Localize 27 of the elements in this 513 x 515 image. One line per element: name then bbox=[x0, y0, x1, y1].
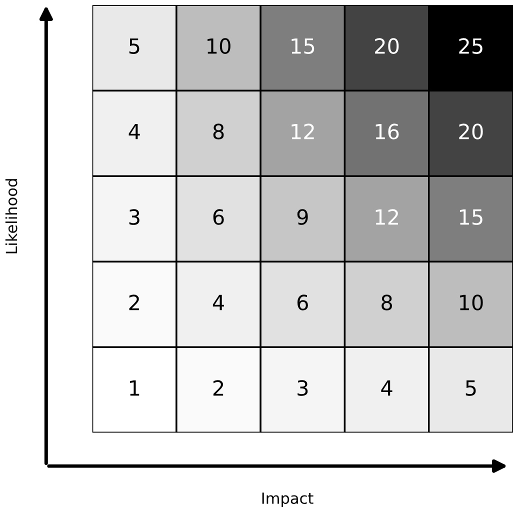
data-label: 5 bbox=[129, 38, 140, 54]
y-axis-title: Likelihood bbox=[5, 179, 18, 254]
data-label: 16 bbox=[376, 124, 399, 140]
data-label: 10 bbox=[460, 294, 483, 310]
data-label: 10 bbox=[208, 38, 230, 54]
data-label: 15 bbox=[460, 209, 482, 225]
data-label: 3 bbox=[129, 209, 140, 225]
data-label: 1 bbox=[130, 380, 140, 396]
data-label: 25 bbox=[459, 38, 482, 54]
data-label: 9 bbox=[297, 209, 308, 225]
data-label: 2 bbox=[213, 380, 224, 396]
data-label: 20 bbox=[459, 124, 483, 140]
data-label: 2 bbox=[129, 294, 139, 310]
data-label: 8 bbox=[382, 294, 392, 310]
data-label: 4 bbox=[212, 294, 224, 310]
data-label: 4 bbox=[381, 380, 392, 396]
x-axis-title: Impact bbox=[262, 492, 314, 507]
data-label: 6 bbox=[213, 209, 224, 225]
data-label: 12 bbox=[376, 209, 398, 225]
data-label: 20 bbox=[375, 38, 399, 54]
data-label: 8 bbox=[213, 124, 224, 140]
data-label: 3 bbox=[298, 380, 308, 396]
data-label: 6 bbox=[297, 294, 308, 310]
data-label: 4 bbox=[128, 124, 140, 140]
data-label: 15 bbox=[292, 38, 314, 54]
data-label: 12 bbox=[292, 124, 314, 140]
data-label: 5 bbox=[466, 380, 476, 396]
